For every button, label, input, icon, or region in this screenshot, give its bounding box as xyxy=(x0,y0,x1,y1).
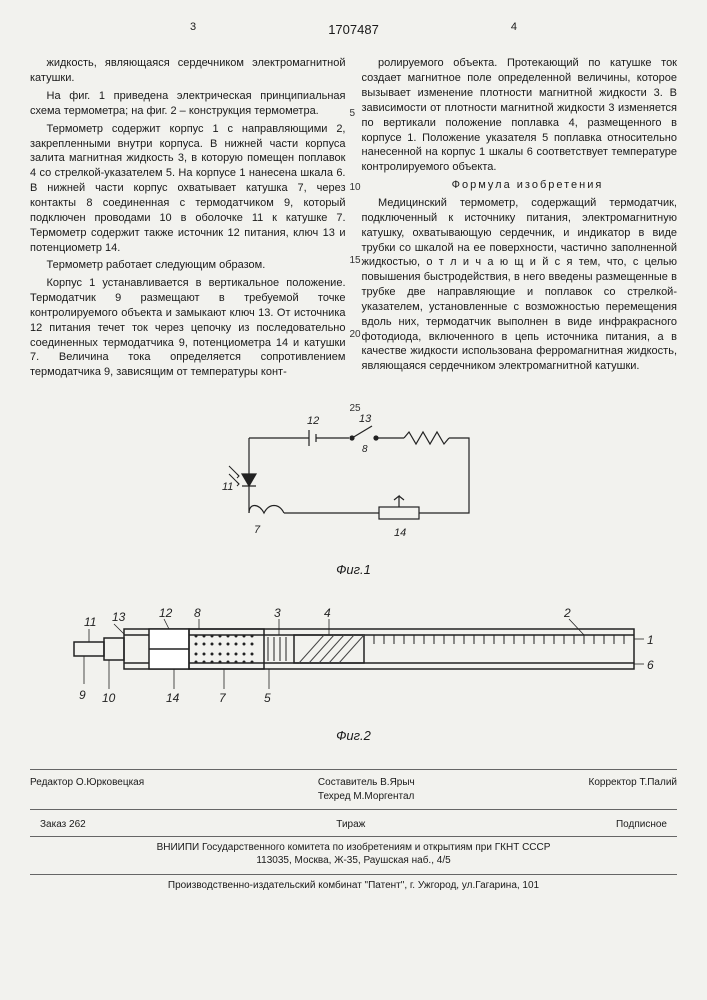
para: Корпус 1 устанавливается в вертикальное … xyxy=(30,276,346,380)
fig2-label-8: 8 xyxy=(194,606,201,620)
fig2-label-4: 4 xyxy=(324,606,331,620)
editor: Редактор О.Юрковецкая xyxy=(30,776,144,803)
fig2-caption: Фиг.2 xyxy=(30,727,677,745)
para: Термометр работает следующим образом. xyxy=(30,258,346,273)
right-column: 5 10 15 20 25 ролируемого объекта. Проте… xyxy=(362,56,678,383)
fig2-label-6: 6 xyxy=(647,658,654,672)
credits-row: Редактор О.Юрковецкая Составитель В.Ярыч… xyxy=(30,769,677,810)
svg-text:8: 8 xyxy=(362,444,368,455)
press-line: Производственно-издательский комбинат "П… xyxy=(30,874,677,893)
fig2-label-3: 3 xyxy=(274,606,281,620)
para: На фиг. 1 приведена электрическая принци… xyxy=(30,89,346,119)
left-column: жидкость, являющаяся сердечником электро… xyxy=(30,56,346,383)
fig2-label-9: 9 xyxy=(79,688,86,702)
pub-addr: 113035, Москва, Ж-35, Раушская наб., 4/5 xyxy=(30,854,677,868)
corrector: Корректор Т.Палий xyxy=(589,776,677,803)
fig2-label-11: 11 xyxy=(84,615,96,629)
fig2-label-12: 12 xyxy=(159,606,173,620)
para: жидкость, являющаяся сердечником электро… xyxy=(30,56,346,86)
fig1-label-7: 7 xyxy=(254,524,261,536)
para: Медицинский термометр, содержащий термод… xyxy=(362,196,678,374)
order: Заказ 262 xyxy=(40,818,86,832)
fig2-label-13: 13 xyxy=(112,610,126,624)
podpisnoe: Подписное xyxy=(616,818,667,832)
fig2-label-14: 14 xyxy=(166,691,180,705)
formula-title: Формула изобретения xyxy=(362,178,678,193)
line-num: 10 xyxy=(350,183,361,193)
fig2-label-10: 10 xyxy=(102,691,116,705)
publication-info: Заказ 262 Тираж Подписное ВНИИПИ Государ… xyxy=(30,818,677,868)
fig2-label-2: 2 xyxy=(563,606,571,620)
fig1-label-14: 14 xyxy=(394,527,406,539)
line-num: 20 xyxy=(350,330,361,340)
fig1-label-13: 13 xyxy=(359,413,372,425)
doc-number: 1707487 xyxy=(30,21,677,39)
text-columns: жидкость, являющаяся сердечником электро… xyxy=(30,56,677,383)
figures: 8 12 13 1 xyxy=(30,408,677,744)
line-num: 25 xyxy=(350,404,361,414)
tirazh: Тираж xyxy=(336,818,365,832)
line-num: 5 xyxy=(350,109,356,119)
para: ролируемого объекта. Протекающий по кату… xyxy=(362,56,678,175)
fig1-label-11: 11 xyxy=(222,481,233,493)
fig1-label-12: 12 xyxy=(307,415,319,427)
figure-2-device: 11 13 12 8 3 4 2 1 6 9 10 14 7 5 xyxy=(54,604,654,724)
fig2-label-5: 5 xyxy=(264,691,271,705)
fig2-label-1: 1 xyxy=(647,633,654,647)
page-num-left: 3 xyxy=(190,20,196,35)
page: 3 4 1707487 жидкость, являющаяся сердечн… xyxy=(0,0,707,902)
pub-org: ВНИИПИ Государственного комитета по изоб… xyxy=(30,841,677,855)
line-num: 15 xyxy=(350,256,361,266)
para: Термометр содержит корпус 1 с направляющ… xyxy=(30,122,346,256)
fig1-caption: Фиг.1 xyxy=(30,561,677,579)
compiler-techred: Составитель В.Ярыч Техред М.Моргентал xyxy=(318,776,415,803)
page-num-right: 4 xyxy=(511,20,517,35)
fig2-label-7: 7 xyxy=(219,691,227,705)
figure-1-circuit: 8 12 13 1 xyxy=(194,408,514,558)
